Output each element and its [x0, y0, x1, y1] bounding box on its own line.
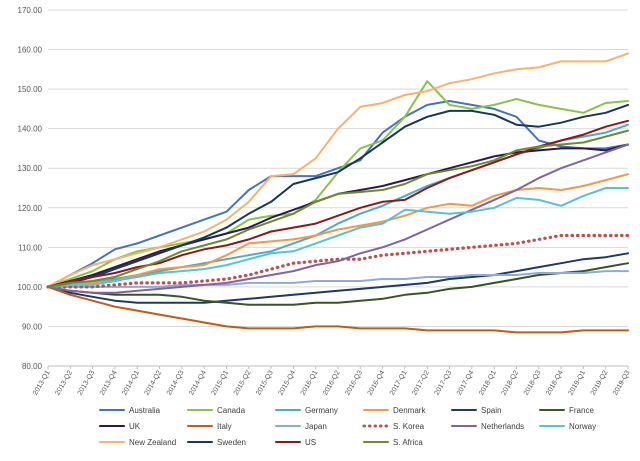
x-tick-label: 2019-Q3 [612, 369, 632, 396]
x-tick-label: 2018-Q2 [501, 369, 521, 396]
legend-label: Germany [305, 406, 338, 415]
x-tick-label: 2014-Q2 [144, 369, 164, 396]
legend-item: S. Korea [362, 422, 425, 431]
x-tick-label: 2017-Q3 [434, 369, 454, 396]
x-tick-label: 2014-Q1 [121, 369, 141, 396]
series-line-sweden [47, 103, 629, 288]
x-tick-label: 2016-Q3 [344, 369, 364, 396]
legend-item: UK [99, 422, 141, 431]
x-tick-label: 2016-Q4 [367, 369, 387, 396]
x-tick-label: 2015-Q3 [255, 369, 275, 396]
legend-label: Sweden [217, 438, 246, 447]
legend-label: Japan [305, 422, 327, 431]
legend-label: Canada [217, 406, 246, 415]
legend-label: S. Korea [393, 422, 425, 431]
x-tick-label: 2019-Q2 [590, 369, 610, 396]
legend-label: Norway [569, 422, 596, 431]
legend-item: Netherlands [451, 422, 524, 431]
legend-item: France [539, 406, 594, 415]
legend-item: Australia [99, 406, 161, 415]
x-tick-label: 2014-Q3 [166, 369, 186, 396]
x-tick-label: 2015-Q2 [233, 369, 253, 396]
series-line-denmark [47, 173, 629, 288]
y-tick-label: 100.00 [18, 283, 43, 292]
legend-item: Norway [539, 422, 596, 431]
legend-label: Italy [217, 422, 232, 431]
legend-label: France [569, 406, 594, 415]
series-line-netherlands [47, 143, 629, 294]
y-tick-label: 140.00 [18, 125, 43, 134]
series-line-japan [47, 270, 629, 288]
legend-item: S. Africa [363, 438, 423, 447]
series-lines [46, 52, 630, 334]
x-tick-label: 2019-Q1 [567, 369, 587, 396]
x-tick-label: 2015-Q1 [211, 369, 231, 396]
legend-label: New Zealand [129, 438, 176, 447]
y-tick-label: 130.00 [18, 164, 43, 173]
legend-item: Sweden [187, 438, 246, 447]
legend-label: Netherlands [481, 422, 524, 431]
x-tick-label: 2016-Q1 [300, 369, 320, 396]
y-tick-label: 150.00 [18, 85, 43, 94]
series-line-italy [47, 285, 629, 334]
x-tick-label: 2016-Q2 [322, 369, 342, 396]
legend-label: Spain [481, 406, 501, 415]
y-tick-label: 90.00 [22, 322, 43, 331]
x-tick-label: 2014-Q4 [188, 369, 208, 396]
series-line-australia [47, 100, 629, 288]
legend-item: Germany [275, 406, 338, 415]
x-tick-label: 2013-Q4 [99, 369, 119, 396]
x-tick-label: 2013-Q2 [54, 369, 74, 396]
legend-item: Denmark [363, 406, 426, 415]
x-tick-label: 2018-Q1 [478, 369, 498, 396]
legend-label: Australia [129, 406, 161, 415]
y-tick-label: 120.00 [18, 204, 43, 213]
x-tick-label: 2013-Q1 [32, 369, 52, 396]
x-tick-label: 2015-Q4 [277, 369, 297, 396]
legend-label: US [305, 438, 316, 447]
series-line-canada [47, 80, 629, 288]
y-tick-label: 170.00 [18, 6, 43, 15]
series-line-france [47, 262, 629, 306]
legend-label: Denmark [393, 406, 426, 415]
x-tick-label: 2013-Q3 [77, 369, 97, 396]
x-tick-label: 2018-Q3 [523, 369, 543, 396]
legend-item: Japan [275, 422, 327, 431]
series-line-norway [47, 187, 629, 288]
legend: Australia Canada Germany Denmark Spain France… [99, 406, 596, 447]
y-tick-label: 160.00 [18, 46, 43, 55]
y-tick-label: 80.00 [22, 362, 43, 371]
legend-item: New Zealand [99, 438, 176, 447]
x-tick-label: 2017-Q4 [456, 369, 476, 396]
y-tick-label: 110.00 [18, 243, 42, 252]
series-line-new-zealand [47, 52, 629, 288]
x-tick-label: 2017-Q2 [411, 369, 431, 396]
legend-item: Spain [451, 406, 501, 415]
legend-label: UK [129, 422, 141, 431]
x-tick-label: 2017-Q1 [389, 369, 409, 396]
legend-item: Italy [187, 422, 232, 431]
series-line-s-korea [46, 233, 630, 289]
legend-item: US [275, 438, 316, 447]
legend-label: S. Africa [393, 438, 423, 447]
x-tick-label: 2018-Q4 [545, 369, 565, 396]
series-line-spain [47, 252, 629, 304]
series-line-s-africa [47, 129, 629, 288]
axes: 80.00 90.00 100.00 110.00 120.00 130.00 140.00… [18, 6, 632, 397]
legend-item: Canada [187, 406, 246, 415]
